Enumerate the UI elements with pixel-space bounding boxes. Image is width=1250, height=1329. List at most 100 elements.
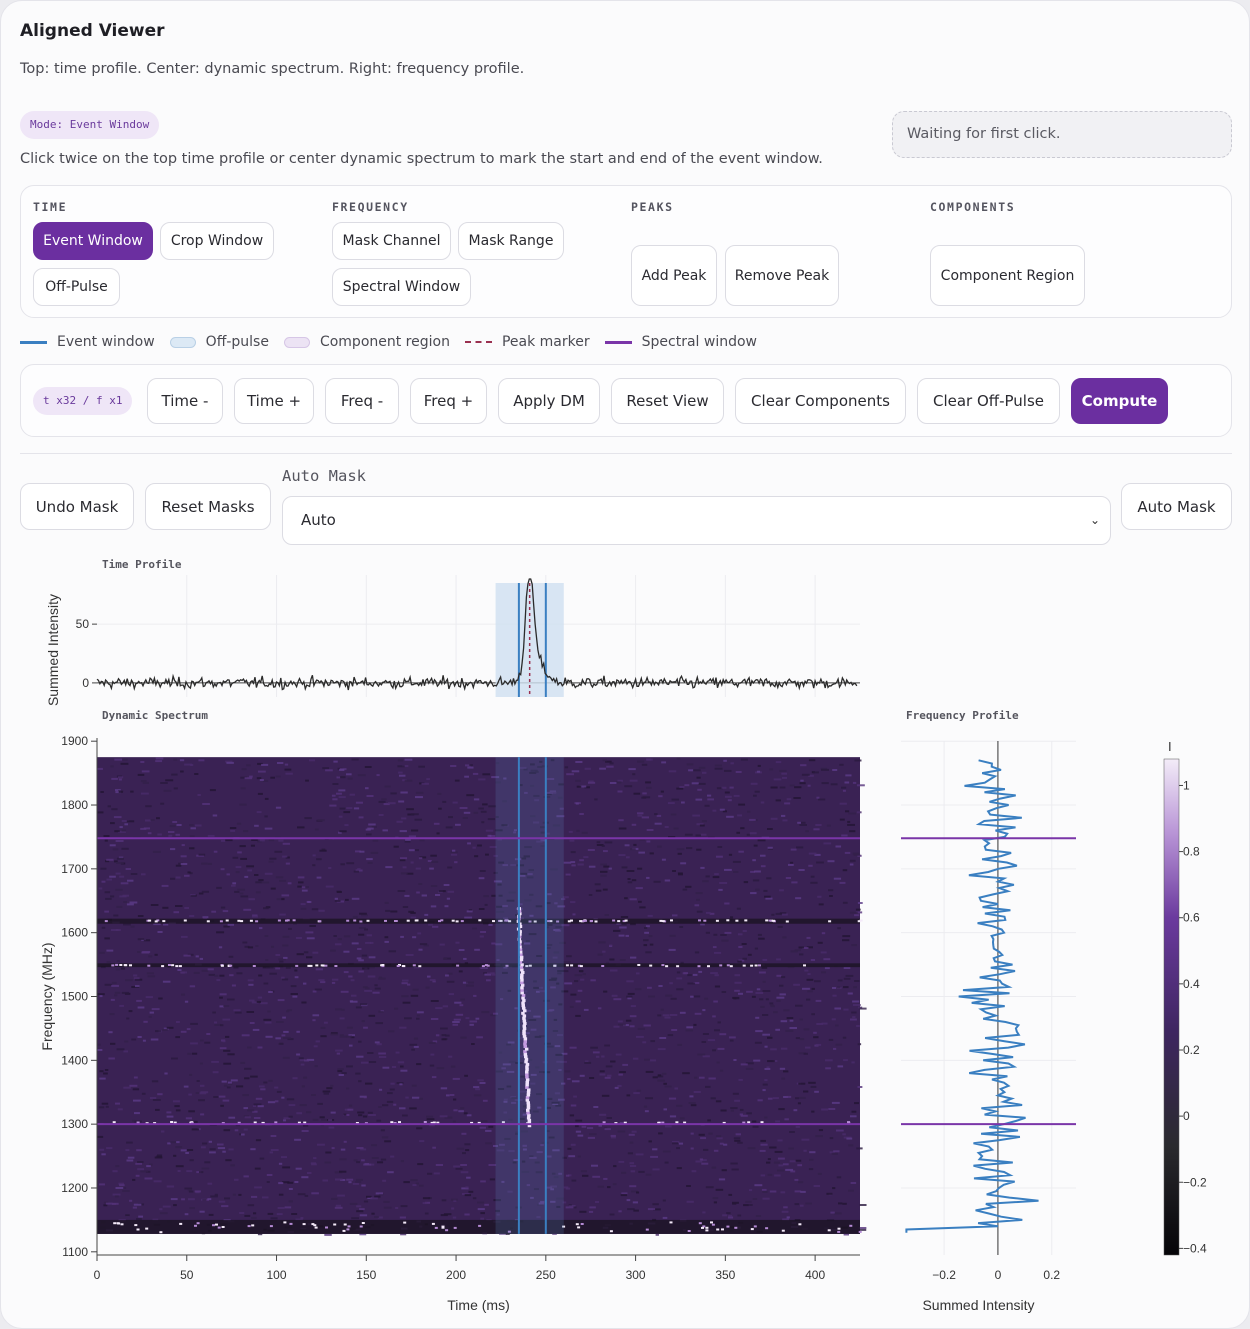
heatmap-cell	[334, 1206, 343, 1209]
dynamic-spectrum-title: Dynamic Spectrum	[102, 709, 208, 722]
heatmap-cell	[244, 1067, 252, 1070]
heatmap-cell	[601, 1055, 605, 1058]
heatmap-cell	[123, 1050, 129, 1053]
spectral-window-button[interactable]: Spectral Window	[332, 268, 471, 306]
heatmap-cell	[557, 905, 566, 908]
heatmap-cell	[717, 1047, 725, 1050]
heatmap-cell	[136, 1149, 142, 1152]
heatmap-cell	[631, 1190, 638, 1193]
apply-dm-button[interactable]: Apply DM	[498, 378, 600, 424]
heatmap-cell	[848, 1189, 854, 1192]
heatmap-cell	[757, 839, 766, 842]
heatmap-cell	[485, 1129, 492, 1132]
heatmap-cell	[441, 1038, 447, 1041]
heatmap-cell	[312, 854, 316, 857]
heatmap-cell	[552, 1030, 559, 1032]
heatmap-cell	[200, 1113, 205, 1116]
heatmap-cell	[697, 1053, 706, 1056]
heatmap-cell	[784, 802, 791, 805]
remove-peak-button[interactable]: Remove Peak	[725, 245, 839, 306]
heatmap-cell	[695, 892, 703, 895]
heatmap-cell	[377, 1216, 383, 1219]
heatmap-cell	[284, 1206, 292, 1209]
heatmap-cell	[519, 874, 526, 877]
mask-range-button[interactable]: Mask Range	[458, 222, 564, 260]
heatmap-cell	[248, 983, 254, 986]
heatmap-cell	[802, 947, 809, 949]
reset-masks-button[interactable]: Reset Masks	[145, 483, 271, 530]
heatmap-cell	[508, 891, 516, 894]
heatmap-cell	[246, 1011, 255, 1013]
time-plus-button[interactable]: Time +	[234, 378, 314, 424]
heatmap-cell	[466, 981, 475, 984]
time-minus-button[interactable]: Time -	[147, 378, 223, 424]
heatmap-cell	[536, 840, 543, 843]
heatmap-rfi-pixel	[580, 1223, 584, 1225]
heatmap-cell	[113, 914, 119, 917]
heatmap-cell	[800, 1204, 804, 1207]
heatmap-cell	[801, 773, 810, 776]
heatmap-cell	[801, 1138, 810, 1141]
heatmap-cell	[579, 1210, 587, 1213]
heatmap-rfi-pixel	[758, 964, 761, 967]
heatmap-cell	[357, 1111, 365, 1114]
heatmap-cell	[545, 946, 551, 949]
off-pulse-button[interactable]: Off-Pulse	[33, 268, 120, 306]
clear-components-button[interactable]: Clear Components	[735, 378, 906, 424]
heatmap-cell	[267, 1101, 276, 1104]
heatmap-rfi-pixel	[505, 919, 508, 922]
heatmap-cell	[714, 1029, 720, 1032]
compute-button[interactable]: Compute	[1071, 378, 1168, 424]
heatmap-cell	[339, 1034, 344, 1037]
heatmap-cell	[702, 880, 709, 883]
heatmap-rfi-pixel	[119, 964, 123, 966]
add-peak-button[interactable]: Add Peak	[631, 245, 717, 306]
heatmap-cell	[437, 792, 442, 795]
heatmap-cell	[473, 1086, 480, 1089]
heatmap-cell	[783, 1009, 790, 1012]
heatmap-cell	[112, 1170, 118, 1173]
heatmap-cell	[281, 1096, 285, 1099]
heatmap-cell	[400, 1069, 408, 1072]
heatmap-cell	[747, 1147, 756, 1150]
heatmap-cell	[374, 1195, 381, 1198]
clear-off-pulse-button[interactable]: Clear Off-Pulse	[917, 378, 1060, 424]
heatmap-cell	[856, 784, 865, 787]
freq-plus-button[interactable]: Freq +	[410, 378, 487, 424]
heatmap-cell	[223, 1049, 231, 1052]
freq-minus-button[interactable]: Freq -	[325, 378, 399, 424]
heatmap-cell	[198, 759, 205, 762]
heatmap-cell	[575, 779, 581, 782]
event-window-button[interactable]: Event Window	[33, 222, 153, 260]
heatmap-cell	[724, 868, 732, 871]
heatmap-cell	[811, 1013, 815, 1016]
mask-channel-button[interactable]: Mask Channel	[332, 222, 451, 260]
heatmap-cell	[673, 827, 679, 830]
heatmap-cell	[496, 959, 500, 962]
auto-mask-select[interactable]: Auto ⌄	[282, 496, 1111, 545]
auto-mask-button[interactable]: Auto Mask	[1121, 483, 1232, 530]
heatmap-cell	[303, 982, 307, 985]
heatmap-cell	[363, 1026, 368, 1029]
burst-pixel	[524, 1047, 529, 1051]
heatmap-cell	[188, 1198, 195, 1201]
heatmap-cell	[761, 1188, 767, 1191]
heatmap-cell	[108, 1057, 115, 1060]
undo-mask-button[interactable]: Undo Mask	[20, 483, 134, 530]
heatmap-rfi-pixel	[698, 1222, 702, 1225]
heatmap-cell	[428, 1041, 436, 1044]
heatmap-cell	[690, 995, 694, 998]
reset-view-button[interactable]: Reset View	[611, 378, 724, 424]
heatmap-cell	[188, 1093, 192, 1096]
heatmap-cell	[439, 1115, 448, 1118]
group-title-frequency: FREQUENCY	[332, 200, 409, 214]
heatmap-cell	[200, 1091, 209, 1094]
crop-window-button[interactable]: Crop Window	[160, 222, 274, 260]
heatmap-cell	[340, 1148, 346, 1151]
heatmap-cell	[852, 1004, 861, 1006]
heatmap-rfi-pixel	[772, 919, 776, 922]
heatmap-cell	[339, 1158, 347, 1161]
heatmap-rfi-pixel	[649, 964, 653, 967]
component-region-button[interactable]: Component Region	[930, 245, 1085, 306]
